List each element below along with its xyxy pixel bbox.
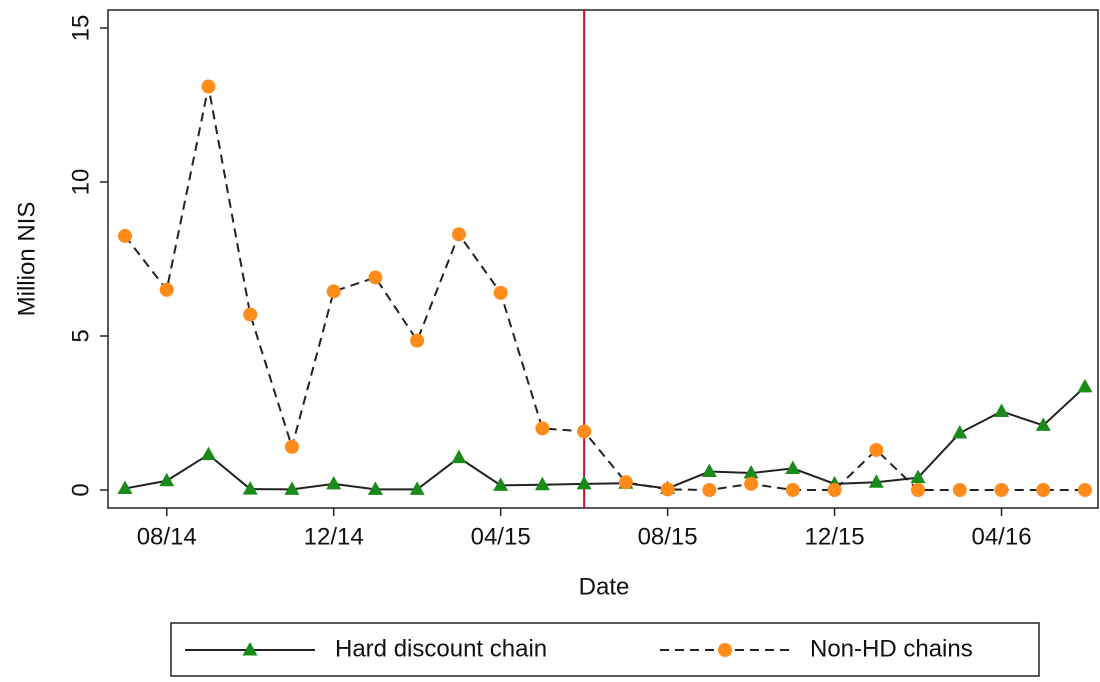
marker (718, 643, 732, 657)
x-tick-label: 04/15 (471, 523, 531, 550)
marker (868, 474, 884, 488)
marker (409, 481, 425, 495)
y-tick-label: 10 (67, 169, 94, 196)
marker (1035, 417, 1051, 431)
marker (869, 442, 884, 457)
y-tick-label: 0 (67, 483, 94, 496)
y-tick-label: 15 (67, 15, 94, 42)
marker (744, 476, 759, 491)
marker (994, 483, 1009, 497)
y-tick-label: 5 (67, 329, 94, 342)
marker (911, 483, 926, 497)
marker (243, 307, 258, 322)
marker (576, 475, 592, 490)
marker (284, 481, 300, 495)
marker (200, 446, 216, 461)
marker (117, 480, 133, 494)
marker (159, 472, 175, 487)
marker (785, 460, 801, 474)
marker (242, 481, 258, 495)
marker (535, 421, 550, 436)
legend-box (170, 622, 1040, 677)
marker (743, 465, 759, 479)
marker (952, 425, 968, 439)
marker (242, 642, 258, 656)
marker (118, 228, 132, 243)
marker (702, 483, 717, 497)
marker (1078, 483, 1092, 497)
marker (701, 463, 717, 478)
x-tick-label: 12/15 (805, 523, 865, 550)
marker (159, 282, 174, 297)
marker (284, 439, 299, 454)
x-tick-label: 08/14 (137, 523, 197, 550)
marker (534, 476, 550, 491)
marker (1036, 483, 1051, 497)
series-line (124, 86, 1085, 492)
marker (577, 424, 592, 439)
marker (1077, 378, 1093, 393)
marker (451, 227, 466, 242)
marker (201, 79, 216, 94)
x-axis-label: Date (579, 573, 630, 600)
x-tick-label: 04/16 (971, 523, 1031, 550)
marker (994, 403, 1010, 417)
marker (910, 469, 926, 484)
marker (326, 284, 341, 299)
marker (367, 481, 383, 495)
legend-label: Non-HD chains (810, 635, 973, 662)
y-axis-label: Million NIS (13, 202, 40, 317)
marker (660, 482, 675, 497)
plot-frame (107, 9, 1099, 509)
marker (618, 475, 633, 490)
legend-label: Hard discount chain (335, 635, 547, 662)
marker (368, 270, 383, 285)
marker (785, 483, 800, 497)
marker (827, 483, 842, 497)
marker (493, 285, 508, 300)
marker (493, 477, 509, 491)
x-tick-label: 08/15 (638, 523, 698, 550)
marker (326, 475, 342, 490)
marker (952, 483, 967, 497)
series-line (124, 386, 1086, 491)
marker (451, 449, 467, 464)
x-tick-label: 12/14 (304, 523, 364, 550)
marker (410, 333, 425, 348)
